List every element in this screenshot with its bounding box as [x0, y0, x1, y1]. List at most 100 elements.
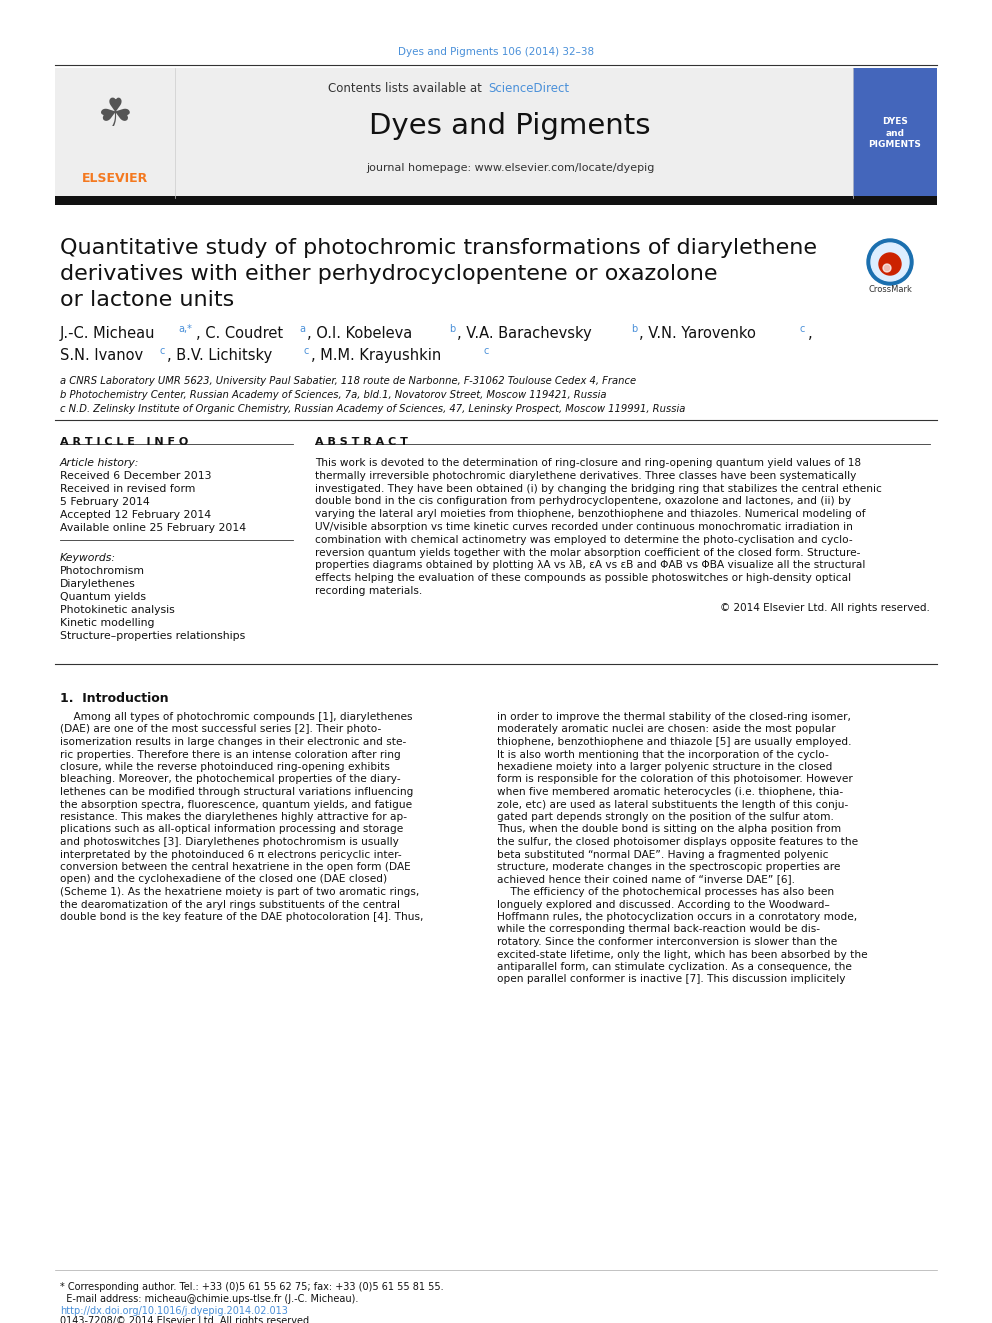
Circle shape — [883, 265, 891, 273]
Text: © 2014 Elsevier Ltd. All rights reserved.: © 2014 Elsevier Ltd. All rights reserved… — [720, 603, 930, 613]
Text: the sulfur, the closed photoisomer displays opposite features to the: the sulfur, the closed photoisomer displ… — [497, 837, 858, 847]
Text: , B.V. Lichitsky: , B.V. Lichitsky — [167, 348, 272, 363]
Text: Photochromism: Photochromism — [60, 566, 145, 576]
Text: derivatives with either perhydrocyclopentene or oxazolone: derivatives with either perhydrocyclopen… — [60, 265, 717, 284]
Text: 1.  Introduction: 1. Introduction — [60, 692, 169, 705]
Text: Among all types of photochromic compounds [1], diarylethenes: Among all types of photochromic compound… — [60, 712, 413, 722]
Text: 5 February 2014: 5 February 2014 — [60, 497, 150, 507]
Text: Received 6 December 2013: Received 6 December 2013 — [60, 471, 211, 482]
Text: Accepted 12 February 2014: Accepted 12 February 2014 — [60, 509, 211, 520]
Text: bleaching. Moreover, the photochemical properties of the diary-: bleaching. Moreover, the photochemical p… — [60, 774, 401, 785]
Text: and photoswitches [3]. Diarylethenes photochromism is usually: and photoswitches [3]. Diarylethenes pho… — [60, 837, 399, 847]
Text: b Photochemistry Center, Russian Academy of Sciences, 7a, bld.1, Novatorov Stree: b Photochemistry Center, Russian Academy… — [60, 390, 606, 400]
Text: CrossMark: CrossMark — [868, 286, 912, 295]
Text: a CNRS Laboratory UMR 5623, University Paul Sabatier, 118 route de Narbonne, F-3: a CNRS Laboratory UMR 5623, University P… — [60, 376, 636, 386]
Text: gated part depends strongly on the position of the sulfur atom.: gated part depends strongly on the posit… — [497, 812, 834, 822]
Text: (DAE) are one of the most successful series [2]. Their photo-: (DAE) are one of the most successful ser… — [60, 725, 381, 734]
Text: A R T I C L E   I N F O: A R T I C L E I N F O — [60, 437, 188, 447]
Text: resistance. This makes the diarylethenes highly attractive for ap-: resistance. This makes the diarylethenes… — [60, 812, 407, 822]
Text: moderately aromatic nuclei are chosen: aside the most popular: moderately aromatic nuclei are chosen: a… — [497, 725, 835, 734]
Text: , O.I. Kobeleva: , O.I. Kobeleva — [307, 325, 413, 341]
Text: This work is devoted to the determination of ring-closure and ring-opening quant: This work is devoted to the determinatio… — [315, 458, 861, 468]
Text: a,*: a,* — [178, 324, 191, 333]
Text: UV/visible absorption vs time kinetic curves recorded under continuous monochrom: UV/visible absorption vs time kinetic cu… — [315, 523, 853, 532]
Text: 0143-7208/© 2014 Elsevier Ltd. All rights reserved.: 0143-7208/© 2014 Elsevier Ltd. All right… — [60, 1316, 312, 1323]
Text: the dearomatization of the aryl rings substituents of the central: the dearomatization of the aryl rings su… — [60, 900, 400, 909]
Text: ric properties. Therefore there is an intense coloration after ring: ric properties. Therefore there is an in… — [60, 750, 401, 759]
Text: The efficiency of the photochemical processes has also been: The efficiency of the photochemical proc… — [497, 886, 834, 897]
Text: Thus, when the double bond is sitting on the alpha position from: Thus, when the double bond is sitting on… — [497, 824, 841, 835]
Text: rotatory. Since the conformer interconversion is slower than the: rotatory. Since the conformer interconve… — [497, 937, 837, 947]
Text: longuely explored and discussed. According to the Woodward–: longuely explored and discussed. Accordi… — [497, 900, 829, 909]
Text: beta substituted “normal DAE”. Having a fragmented polyenic: beta substituted “normal DAE”. Having a … — [497, 849, 828, 860]
Text: Contents lists available at: Contents lists available at — [328, 82, 486, 94]
Text: ,: , — [808, 325, 812, 341]
Text: interpretated by the photoinduced 6 π electrons pericyclic inter-: interpretated by the photoinduced 6 π el… — [60, 849, 402, 860]
Text: combination with chemical actinometry was employed to determine the photo-cyclis: combination with chemical actinometry wa… — [315, 534, 853, 545]
Bar — [853, 67, 937, 198]
Bar — [55, 67, 937, 198]
Text: varying the lateral aryl moieties from thiophene, benzothiophene and thiazoles. : varying the lateral aryl moieties from t… — [315, 509, 865, 519]
Circle shape — [879, 253, 901, 275]
Text: * Corresponding author. Tel.: +33 (0)5 61 55 62 75; fax: +33 (0)5 61 55 81 55.: * Corresponding author. Tel.: +33 (0)5 6… — [60, 1282, 443, 1293]
Text: It is also worth mentioning that the incorporation of the cyclo-: It is also worth mentioning that the inc… — [497, 750, 828, 759]
Text: DYES
and
PIGMENTS: DYES and PIGMENTS — [869, 118, 922, 148]
Text: A B S T R A C T: A B S T R A C T — [315, 437, 408, 447]
Text: (Scheme 1). As the hexatriene moiety is part of two aromatic rings,: (Scheme 1). As the hexatriene moiety is … — [60, 886, 420, 897]
Circle shape — [867, 239, 913, 284]
Text: effects helping the evaluation of these compounds as possible photoswitches or h: effects helping the evaluation of these … — [315, 573, 851, 583]
Text: a: a — [299, 324, 305, 333]
Text: form is responsible for the coloration of this photoisomer. However: form is responsible for the coloration o… — [497, 774, 853, 785]
Text: Dyes and Pigments: Dyes and Pigments — [369, 112, 651, 140]
Text: Diarylethenes: Diarylethenes — [60, 579, 136, 589]
Text: ELSEVIER: ELSEVIER — [82, 172, 148, 184]
Circle shape — [871, 243, 909, 280]
Text: Quantum yields: Quantum yields — [60, 591, 146, 602]
Text: open parallel conformer is inactive [7]. This discussion implicitely: open parallel conformer is inactive [7].… — [497, 975, 845, 984]
Text: Photokinetic analysis: Photokinetic analysis — [60, 605, 175, 615]
Text: Kinetic modelling: Kinetic modelling — [60, 618, 155, 628]
Text: , M.M. Krayushkin: , M.M. Krayushkin — [311, 348, 441, 363]
Text: J.-C. Micheau: J.-C. Micheau — [60, 325, 156, 341]
Text: properties diagrams obtained by plotting λA vs λB, εA vs εB and ΦAB vs ΦBA visua: properties diagrams obtained by plotting… — [315, 561, 865, 570]
Text: Received in revised form: Received in revised form — [60, 484, 195, 493]
Text: the absorption spectra, fluorescence, quantum yields, and fatigue: the absorption spectra, fluorescence, qu… — [60, 799, 412, 810]
Text: b: b — [631, 324, 637, 333]
Text: closure, while the reverse photoinduced ring-opening exhibits: closure, while the reverse photoinduced … — [60, 762, 390, 773]
Text: c: c — [159, 347, 165, 356]
Text: achieved hence their coined name of “inverse DAE” [6].: achieved hence their coined name of “inv… — [497, 875, 795, 885]
Text: excited-state lifetime, only the light, which has been absorbed by the: excited-state lifetime, only the light, … — [497, 950, 868, 959]
Text: or lactone units: or lactone units — [60, 290, 234, 310]
Text: plications such as all-optical information processing and storage: plications such as all-optical informati… — [60, 824, 404, 835]
Text: double bond is the key feature of the DAE photocoloration [4]. Thus,: double bond is the key feature of the DA… — [60, 912, 424, 922]
Text: c: c — [484, 347, 489, 356]
Text: conversion between the central hexatriene in the open form (DAE: conversion between the central hexatrien… — [60, 863, 411, 872]
Text: , V.A. Barachevsky: , V.A. Barachevsky — [457, 325, 592, 341]
Text: thiophene, benzothiophene and thiazole [5] are usually employed.: thiophene, benzothiophene and thiazole [… — [497, 737, 851, 747]
Text: double bond in the cis configuration from perhydrocyclopentene, oxazolone and la: double bond in the cis configuration fro… — [315, 496, 851, 507]
Text: E-mail address: micheau@chimie.ups-tlse.fr (J.-C. Micheau).: E-mail address: micheau@chimie.ups-tlse.… — [60, 1294, 358, 1304]
Text: while the corresponding thermal back-reaction would be dis-: while the corresponding thermal back-rea… — [497, 925, 820, 934]
Text: antiparallel form, can stimulate cyclization. As a consequence, the: antiparallel form, can stimulate cycliza… — [497, 962, 852, 972]
Text: zole, etc) are used as lateral substituents the length of this conju-: zole, etc) are used as lateral substitue… — [497, 799, 848, 810]
Text: open) and the cyclohexadiene of the closed one (DAE closed): open) and the cyclohexadiene of the clos… — [60, 875, 387, 885]
Text: when five membered aromatic heterocycles (i.e. thiophene, thia-: when five membered aromatic heterocycles… — [497, 787, 843, 796]
Text: recording materials.: recording materials. — [315, 586, 423, 595]
Text: lethenes can be modified through structural variations influencing: lethenes can be modified through structu… — [60, 787, 414, 796]
Text: Quantitative study of photochromic transformations of diarylethene: Quantitative study of photochromic trans… — [60, 238, 817, 258]
Text: S.N. Ivanov: S.N. Ivanov — [60, 348, 143, 363]
Text: thermally irreversible photochromic diarylethene derivatives. Three classes have: thermally irreversible photochromic diar… — [315, 471, 856, 480]
Text: Hoffmann rules, the photocyclization occurs in a conrotatory mode,: Hoffmann rules, the photocyclization occ… — [497, 912, 857, 922]
Text: c: c — [303, 347, 309, 356]
Text: Dyes and Pigments 106 (2014) 32–38: Dyes and Pigments 106 (2014) 32–38 — [398, 48, 594, 57]
Text: Keywords:: Keywords: — [60, 553, 116, 564]
Text: c: c — [800, 324, 806, 333]
Text: , C. Coudret: , C. Coudret — [196, 325, 283, 341]
Text: isomerization results in large changes in their electronic and ste-: isomerization results in large changes i… — [60, 737, 407, 747]
Text: Available online 25 February 2014: Available online 25 February 2014 — [60, 523, 246, 533]
Text: ScienceDirect: ScienceDirect — [488, 82, 569, 94]
Text: investigated. They have been obtained (i) by changing the bridging ring that sta: investigated. They have been obtained (i… — [315, 484, 882, 493]
Text: , V.N. Yarovenko: , V.N. Yarovenko — [639, 325, 756, 341]
Text: structure, moderate changes in the spectroscopic properties are: structure, moderate changes in the spect… — [497, 863, 840, 872]
Text: journal homepage: www.elsevier.com/locate/dyepig: journal homepage: www.elsevier.com/locat… — [366, 163, 654, 173]
